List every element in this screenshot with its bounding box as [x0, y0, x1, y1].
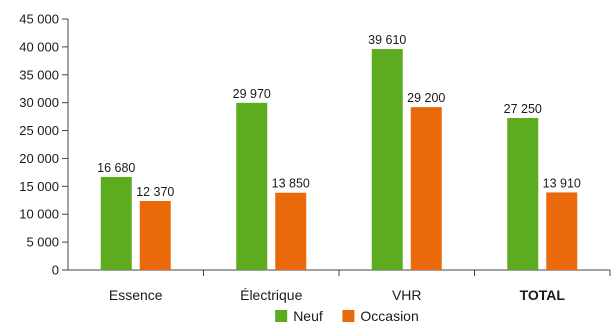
x-tick-label: Électrique: [240, 287, 302, 303]
x-tick-label: Essence: [109, 287, 163, 303]
data-label: 27 250: [504, 102, 542, 116]
legend-swatch-occasion: [342, 310, 355, 322]
data-label: 29 200: [407, 91, 445, 105]
y-tick-label: 10 000: [19, 207, 59, 222]
legend-label-occasion: Occasion: [360, 308, 418, 324]
data-label: 16 680: [97, 161, 135, 175]
bars: [100, 49, 578, 270]
y-tick-label: 45 000: [19, 12, 59, 27]
y-tick-label: 20 000: [19, 151, 59, 166]
legend: Neuf Occasion: [275, 308, 419, 324]
bar-neuf: [371, 49, 403, 270]
data-label: 29 970: [233, 87, 271, 101]
data-label: 12 370: [136, 185, 174, 199]
y-tick-label: 5 000: [26, 235, 59, 250]
bar-occasion: [275, 192, 307, 270]
y-tick-label: 0: [52, 263, 59, 278]
data-label: 13 910: [543, 176, 581, 190]
legend-swatch-neuf: [275, 310, 288, 322]
y-axis: 0 5 000 10 000 15 000 20 000 25 000 30 000 35 0…: [19, 12, 69, 278]
x-tick-label: TOTAL: [520, 287, 566, 303]
bar-neuf: [507, 118, 539, 270]
x-tick-label: VHR: [392, 287, 422, 303]
y-tick-label: 40 000: [19, 39, 59, 54]
data-label: 13 850: [272, 177, 310, 191]
bar-neuf: [236, 102, 268, 270]
y-tick-label: 35 000: [19, 67, 59, 82]
legend-label-neuf: Neuf: [293, 308, 323, 324]
bar-occasion: [410, 107, 442, 270]
y-tick-label: 25 000: [19, 123, 59, 138]
bar-occasion: [546, 192, 578, 270]
data-label: 39 610: [368, 33, 406, 47]
x-axis: Essence Électrique VHR TOTAL: [68, 269, 611, 303]
bar-occasion: [139, 201, 171, 270]
y-tick-label: 30 000: [19, 95, 59, 110]
bar-neuf: [100, 176, 132, 270]
y-tick-label: 15 000: [19, 179, 59, 194]
